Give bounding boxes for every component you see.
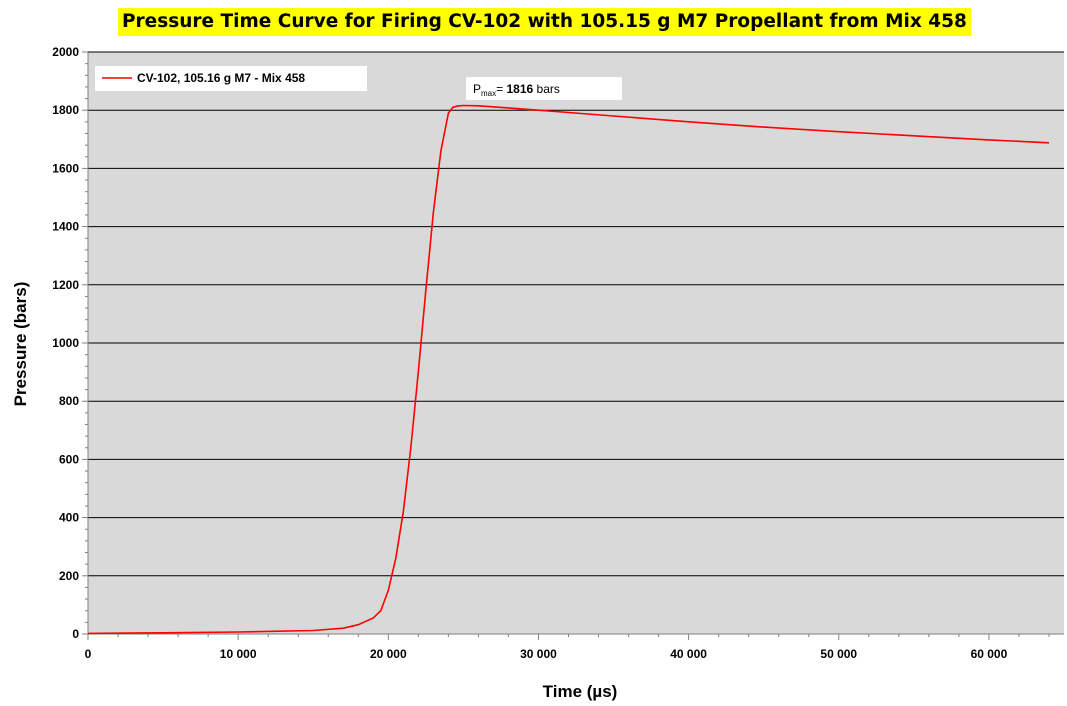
x-tick-label-4: 40 000 [670, 647, 707, 661]
y-tick-label-5: 1000 [52, 336, 79, 350]
y-axis-title: Pressure (bars) [11, 282, 30, 407]
annotation-prefix: P [473, 82, 481, 96]
y-tick-label-0: 0 [72, 627, 79, 641]
x-tick-label-6: 60 000 [971, 647, 1008, 661]
x-tick-label-2: 20 000 [370, 647, 407, 661]
x-tick-label-0: 0 [85, 647, 92, 661]
series-line [87, 104, 1050, 635]
x-tick-labels: 0 10 000 20 000 30 000 40 000 50 000 60 000 [85, 647, 1008, 661]
axes [82, 51, 1064, 640]
legend-box [95, 66, 367, 91]
y-tick-label-3: 600 [59, 452, 79, 466]
y-tick-label-6: 1200 [52, 278, 79, 292]
pmax-annotation: Pmax= 1816 bars [466, 77, 622, 100]
svg-text:Pmax= 1816 bars: Pmax= 1816 bars [473, 82, 560, 98]
y-tick-label-1: 200 [59, 569, 79, 583]
annotation-value: 1816 [506, 82, 533, 96]
y-tick-label-10: 2000 [52, 45, 79, 59]
x-tick-label-5: 50 000 [820, 647, 857, 661]
x-tick-label-1: 10 000 [220, 647, 257, 661]
x-tick-label-3: 30 000 [520, 647, 557, 661]
legend: CV-102, 105.16 g M7 - Mix 458 [95, 66, 367, 91]
legend-label: CV-102, 105.16 g M7 - Mix 458 [137, 71, 305, 85]
y-tick-label-2: 400 [59, 511, 79, 525]
y-tick-label-8: 1600 [52, 161, 79, 175]
chart-title: Pressure Time Curve for Firing CV-102 wi… [118, 8, 971, 36]
x-axis-title: Time (µs) [543, 682, 618, 701]
annotation-equals: = [496, 82, 506, 96]
annotation-box [466, 77, 622, 100]
annotation-subscript: max [481, 89, 496, 98]
gridlines [88, 51, 1064, 577]
y-tick-label-4: 800 [59, 394, 79, 408]
y-tick-label-9: 1800 [52, 103, 79, 117]
y-tick-label-7: 1400 [52, 220, 79, 234]
annotation-unit: bars [533, 82, 560, 96]
y-tick-labels: 0 200 400 600 800 1000 1200 1400 1600 1800 2000 [52, 45, 79, 641]
